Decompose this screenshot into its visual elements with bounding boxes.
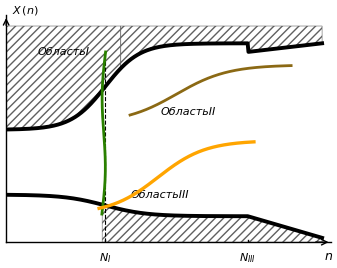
Text: ОбластьI: ОбластьI <box>37 47 89 57</box>
Text: ОбластьIII: ОбластьIII <box>130 190 189 200</box>
Text: $N_{I}$: $N_{I}$ <box>99 251 112 265</box>
Text: $X\,(n)$: $X\,(n)$ <box>12 4 39 17</box>
Text: ОбластьII: ОбластьII <box>161 107 216 117</box>
Text: n: n <box>324 250 332 263</box>
Text: $N_{III}$: $N_{III}$ <box>239 251 256 265</box>
